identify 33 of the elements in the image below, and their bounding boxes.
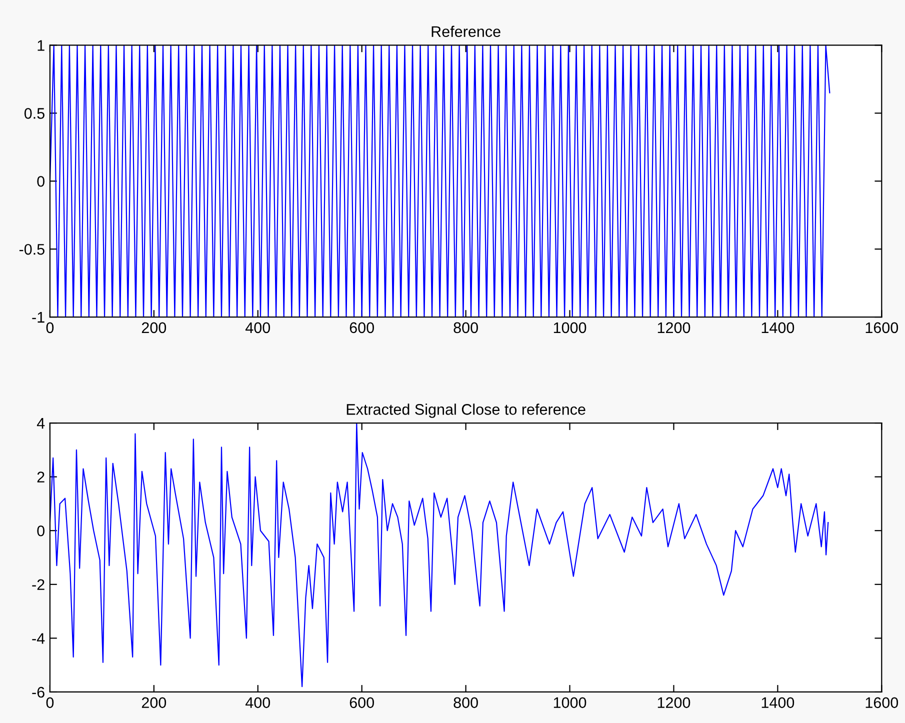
x-tick-label: 800	[454, 697, 478, 708]
y-tick-label: -4	[32, 633, 45, 644]
x-tick-label: 200	[142, 322, 166, 334]
chart-title: Reference	[432, 26, 500, 38]
line-series	[50, 45, 830, 318]
y-tick-label: 2	[37, 472, 44, 482]
y-tick-label: 0	[37, 176, 44, 187]
x-tick-label: 800	[454, 322, 478, 334]
y-tick-label: 0	[37, 525, 44, 536]
y-tick-label: -1	[32, 312, 44, 323]
x-tick-label: 400	[245, 322, 270, 334]
x-tick-label: 1000	[554, 697, 586, 708]
y-tick-label: -6	[32, 686, 44, 698]
x-tick-label: 1000	[554, 322, 586, 334]
x-tick-label: 400	[245, 697, 270, 708]
x-tick-label: 0	[46, 697, 54, 708]
x-tick-label: 1400	[762, 322, 794, 334]
y-tick-label: 4	[36, 418, 45, 429]
x-tick-label: 1600	[866, 322, 898, 334]
x-tick-label: 600	[350, 322, 374, 334]
x-tick-label: 0	[46, 322, 54, 334]
x-tick-label: 600	[350, 697, 374, 708]
x-tick-label: 1200	[658, 697, 690, 708]
x-tick-label: 1600	[866, 697, 898, 708]
x-tick-label: 200	[142, 697, 166, 708]
y-tick-label: 0.5	[24, 108, 44, 119]
chart-title: Extracted Signal Close to reference	[346, 404, 586, 418]
y-tick-label: 1	[38, 40, 44, 51]
y-tick-label: -2	[32, 579, 44, 590]
line-series	[50, 423, 829, 688]
y-tick-label: -0.5	[19, 244, 44, 255]
x-tick-label: 1400	[762, 697, 794, 708]
x-tick-label: 1200	[658, 322, 690, 334]
